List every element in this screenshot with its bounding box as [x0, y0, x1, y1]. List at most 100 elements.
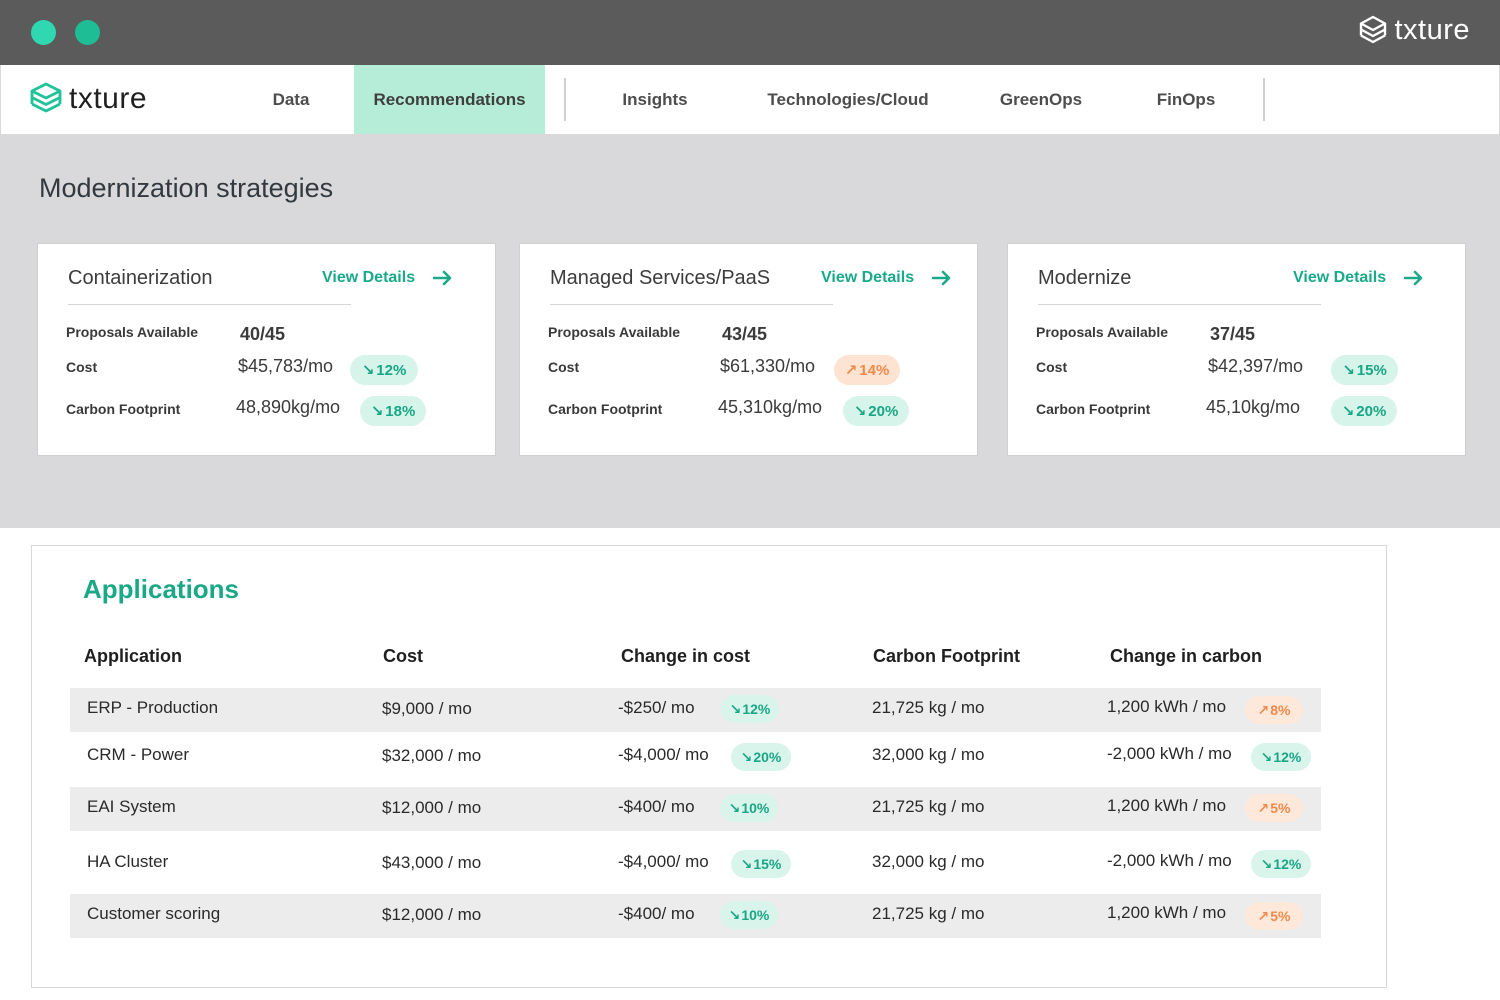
strategy-card-containerization: Containerization View Details Proposals …: [37, 243, 496, 456]
trend-down-icon: ↘: [853, 403, 867, 420]
app-carbon: 32,000 kg / mo: [872, 745, 985, 764]
nav-tab-recommendations[interactable]: Recommendations: [354, 65, 545, 134]
proposals-value: 43/45: [722, 324, 768, 344]
app-carbon-change: 1,200 kWh / mo: [1107, 796, 1227, 815]
txture-logo-icon: [30, 82, 62, 113]
column-header-cost: Cost: [383, 646, 423, 666]
strategy-card-modernize: Modernize View Details Proposals Availab…: [1007, 243, 1466, 456]
carbon-label: Carbon Footprint: [548, 401, 663, 417]
cost-change-value: 12%: [376, 361, 407, 379]
app-cost: $12,000 / mo: [382, 798, 482, 817]
proposals-label: Proposals Available: [66, 324, 199, 340]
view-details-label: View Details: [821, 269, 915, 286]
nav-tab-data[interactable]: Data: [272, 89, 310, 109]
trend-up-icon: ↗: [1257, 907, 1270, 924]
app-carbon-change: -2,000 kWh / mo: [1107, 851, 1232, 870]
cost-change-pct: 10%: [741, 907, 770, 923]
nav-tab-technologies-cloud[interactable]: Technologies/Cloud: [767, 89, 929, 109]
carbon-change-badge: ↗ 8%: [1245, 696, 1303, 724]
cost-change-value: 15%: [1356, 361, 1387, 379]
nav-tab-greenops[interactable]: GreenOps: [999, 89, 1083, 109]
carbon-change-badge: ↗ 5%: [1245, 794, 1303, 822]
carbon-label: Carbon Footprint: [66, 401, 181, 417]
view-details-link[interactable]: View Details: [322, 269, 453, 287]
app-name: Customer scoring: [87, 904, 221, 923]
cost-value: $42,397/mo: [1208, 356, 1304, 376]
app-carbon-change: 1,200 kWh / mo: [1107, 697, 1227, 716]
trend-down-icon: ↘: [740, 748, 753, 765]
card-title: Modernize: [1038, 267, 1132, 289]
carbon-value: 45,310kg/mo: [718, 397, 823, 417]
carbon-change-pct: 5%: [1270, 908, 1291, 924]
carbon-change-pct: 12%: [1273, 749, 1302, 765]
carbon-change-pct: 5%: [1270, 800, 1291, 816]
cost-change-badge: ↘ 10%: [720, 901, 778, 929]
window-control-dot[interactable]: [75, 20, 100, 45]
app-name: ERP - Production: [87, 698, 219, 717]
table-row[interactable]: ERP - Production $9,000 / mo -$250/ mo ↘…: [70, 688, 1321, 732]
view-details-link[interactable]: View Details: [1293, 269, 1424, 287]
app-name: HA Cluster: [87, 852, 169, 871]
cost-change-badge: ↘ 20%: [731, 743, 791, 771]
cost-change-badge: ↘ 15%: [731, 850, 791, 878]
applications-title: Applications: [83, 574, 240, 604]
trend-up-icon: ↗: [844, 362, 858, 379]
cost-change-pct: 15%: [753, 856, 782, 872]
card-divider: [550, 304, 833, 305]
table-row[interactable]: CRM - Power $32,000 / mo -$4,000/ mo ↘ 20…: [70, 732, 1321, 787]
app-carbon: 21,725 kg / mo: [872, 797, 985, 816]
modernization-strategies-section: Modernization strategies Containerizatio…: [0, 135, 1500, 528]
strategy-card-managed-services: Managed Services/PaaS View Details Propo…: [519, 243, 978, 456]
app-cost-change: -$400/ mo: [618, 797, 695, 816]
cost-value: $61,330/mo: [720, 356, 816, 376]
cost-change-badge: ↘ 12%: [350, 355, 418, 385]
trend-down-icon: ↘: [361, 362, 375, 379]
trend-up-icon: ↗: [1257, 799, 1270, 816]
titlebar-brand-text: txture: [1394, 14, 1470, 46]
trend-down-icon: ↘: [728, 906, 741, 923]
app-cost: $12,000 / mo: [382, 905, 482, 924]
nav-tab-insights[interactable]: Insights: [622, 89, 688, 109]
cost-change-badge: ↘ 15%: [1331, 355, 1398, 385]
app-carbon-change: -2,000 kWh / mo: [1107, 744, 1232, 763]
app-carbon: 32,000 kg / mo: [872, 852, 985, 871]
app-cost-change: -$250/ mo: [618, 698, 695, 717]
view-details-label: View Details: [1293, 269, 1387, 286]
table-row[interactable]: Customer scoring $12,000 / mo -$400/ mo …: [70, 894, 1321, 938]
cost-label: Cost: [1036, 359, 1068, 375]
window-titlebar: txture: [0, 0, 1500, 65]
card-divider: [68, 304, 351, 305]
cost-value: $45,783/mo: [238, 356, 334, 376]
table-row[interactable]: HA Cluster $43,000 / mo -$4,000/ mo ↘ 15%…: [70, 831, 1321, 894]
trend-down-icon: ↘: [1260, 855, 1273, 872]
card-title: Containerization: [68, 267, 213, 289]
view-details-link[interactable]: View Details: [821, 269, 952, 287]
cost-change-pct: 10%: [741, 800, 770, 816]
applications-panel: Applications Application Cost Change in …: [31, 545, 1387, 988]
trend-down-icon: ↘: [728, 799, 741, 816]
proposals-label: Proposals Available: [548, 324, 681, 340]
app-logo[interactable]: txture: [29, 81, 147, 117]
trend-down-icon: ↘: [1342, 362, 1355, 379]
carbon-change-value: 18%: [385, 402, 416, 420]
app-name: EAI System: [87, 797, 176, 816]
txture-logo-icon: [1360, 15, 1387, 43]
carbon-change-value: 20%: [868, 402, 899, 420]
nav-divider: [1263, 78, 1265, 121]
arrow-right-icon: [1404, 270, 1423, 286]
window-control-dot[interactable]: [31, 20, 56, 45]
trend-down-icon: ↘: [370, 403, 384, 420]
app-cost-change: -$400/ mo: [618, 904, 695, 923]
carbon-change-badge: ↘ 20%: [843, 396, 909, 426]
app-cost: $43,000 / mo: [382, 853, 482, 872]
table-row[interactable]: EAI System $12,000 / mo -$400/ mo ↘ 10% 2…: [70, 787, 1321, 831]
app-cost: $9,000 / mo: [382, 699, 472, 718]
proposals-value: 40/45: [240, 324, 286, 344]
main-navbar: txture Data Recommendations Insights Tec…: [0, 65, 1500, 135]
section-title: Modernization strategies: [39, 173, 334, 203]
trend-up-icon: ↗: [1257, 701, 1270, 718]
carbon-change-badge: ↘ 18%: [360, 396, 426, 426]
app-carbon: 21,725 kg / mo: [872, 698, 985, 717]
nav-tab-finops[interactable]: FinOps: [1156, 89, 1216, 109]
arrow-right-icon: [433, 270, 452, 286]
